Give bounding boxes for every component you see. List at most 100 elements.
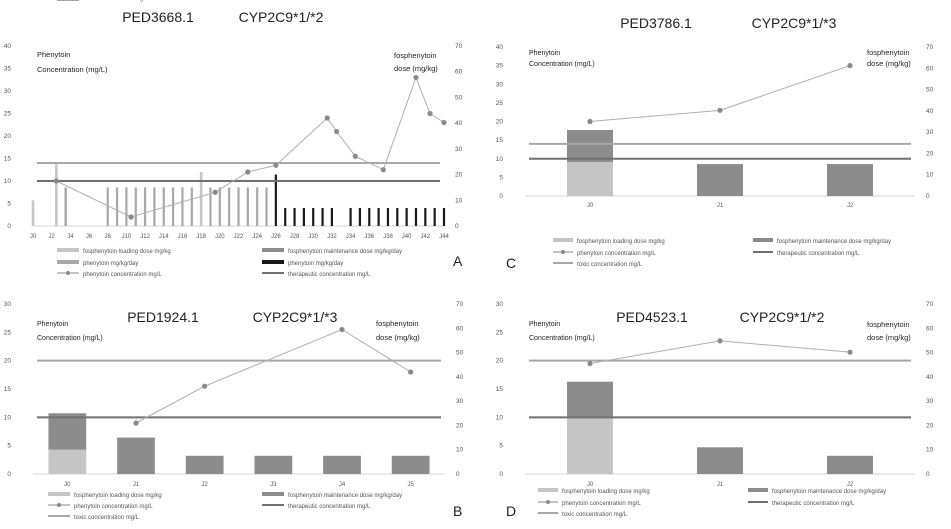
concentration-point [352, 153, 358, 159]
bar-phenytoin-dose-dark [274, 208, 277, 226]
y-tick-left: 15 [4, 156, 12, 163]
x-tick-label: J28 [290, 234, 300, 240]
panel-B: PED1924.1 CYP2C9*1/*3 0 5 10 15 20 25 30 0 10 20 30 4… [4, 301, 464, 521]
legend-label: fosphenytoin maintenance dose mg/kg/day [772, 489, 886, 495]
y-tick-left: 20 [496, 358, 504, 365]
chart-title: PED3668.1 [122, 9, 194, 25]
y-tick-right: 0 [455, 223, 459, 230]
x-tick-label: J12 [140, 234, 150, 240]
concentration-point [441, 119, 447, 126]
bar-maintenance-dose [254, 455, 293, 474]
y-tick-right: 20 [926, 150, 934, 157]
y-tick-left: 15 [496, 386, 504, 393]
x-tick-label: J14 [159, 234, 169, 240]
bar-phenytoin-dose-dark [442, 208, 446, 226]
legend-label: fosphenytoin loading dose mg/kg [577, 239, 665, 245]
y-tick-right: 0 [926, 193, 930, 200]
y-tick-left: 0 [499, 471, 503, 478]
legend-label: phenytoin concentration mg/L [577, 251, 656, 257]
legend-label: phenytoin mg/kg/day [83, 261, 138, 267]
x-tick-label: J44 [439, 234, 449, 240]
legend-label: phenytoin concentration mg/L [562, 501, 641, 507]
legend-swatch [262, 492, 284, 496]
concentration-point [717, 107, 723, 113]
legend-swatch [561, 250, 565, 254]
bar-phenytoin-dose [125, 187, 128, 226]
concentration-point [273, 162, 279, 168]
concentration-line [56, 76, 445, 218]
legend-swatch [48, 492, 70, 496]
concentration-point [427, 110, 433, 117]
bar-phenytoin-dose-dark [386, 208, 390, 226]
y-tick-right: 40 [926, 374, 934, 381]
panel-C: PED3786.1 CYP2C9*1/*3 0 5 10 15 20 25 30 35 40 0 10 2… [496, 15, 934, 271]
y-tick-right: 60 [926, 65, 934, 72]
y-tick-right: 50 [455, 94, 463, 101]
y-axis-label-right: fosphenytoin [394, 51, 437, 60]
x-tick-label: J8 [105, 234, 112, 240]
panel-letter: A [453, 253, 463, 269]
bar-phenytoin-dose-dark [321, 208, 324, 226]
concentration-point [587, 118, 593, 125]
legend-swatch [753, 238, 773, 242]
x-tick-label: J20 [215, 234, 225, 240]
y-tick-left: 30 [4, 88, 12, 95]
concentration-point [128, 214, 134, 220]
concentration-point [339, 326, 345, 333]
x-tick-label: J22 [234, 234, 244, 240]
legend-swatch [546, 500, 550, 504]
x-tick-label: J3 [270, 482, 277, 488]
x-tick-label: J0 [587, 482, 594, 488]
y-axis-label-right: dose (mg/kg) [394, 64, 438, 73]
y-tick-left: 0 [7, 471, 11, 478]
y-tick-right: 0 [926, 471, 930, 478]
bar-phenytoin-dose-dark [414, 208, 418, 226]
y-axis-label-right: dose (mg/kg) [867, 333, 911, 342]
bar-phenytoin-dose [181, 187, 184, 226]
genotype-label: CYP2C9*1/*3 [253, 309, 338, 325]
bar-phenytoin-dose-dark [396, 208, 399, 226]
x-tick-label: J6 [86, 234, 93, 240]
concentration-point [380, 167, 386, 173]
bar-phenytoin-dose-dark [368, 208, 371, 226]
x-tick-label: J1 [717, 482, 724, 488]
y-tick-left: 35 [496, 63, 504, 70]
y-tick-right: 50 [926, 350, 934, 357]
x-tick-label: J2 [201, 482, 208, 488]
y-tick-right: 30 [456, 398, 464, 405]
bar-loading-dose [55, 164, 58, 226]
bar-loading-dose [31, 200, 35, 226]
bar-maintenance-dose [185, 455, 224, 474]
y-tick-left: 30 [496, 301, 504, 308]
y-tick-right: 40 [926, 108, 934, 115]
legend-label: fosphenytoin loading dose mg/kg [74, 493, 162, 499]
y-tick-right: 0 [456, 471, 460, 478]
bar-phenytoin-dose [265, 187, 268, 226]
bar-loading-dose [567, 161, 613, 196]
y-tick-right: 10 [455, 197, 463, 204]
legend-label: toxic concentration mg/L [83, 0, 149, 2]
concentration-point [717, 338, 723, 344]
y-tick-right: 60 [455, 69, 463, 76]
y-axis-label-right: fosphenytoin [867, 48, 910, 57]
chart-title: PED4523.1 [616, 309, 688, 325]
panel-letter: C [506, 255, 516, 271]
y-tick-left: 10 [496, 414, 504, 421]
y-axis-label-left: Concentration (mg/L) [37, 65, 108, 74]
x-tick-label: J0 [587, 203, 594, 209]
y-tick-left: 5 [499, 174, 503, 181]
legend-swatch [262, 248, 284, 252]
y-axis-label-left: Concentration (mg/L) [37, 335, 103, 342]
legend-swatch [57, 260, 79, 264]
legend-label: therapeutic concentration mg/L [288, 504, 371, 510]
legend-label: therapeutic concentration mg/L [777, 251, 860, 257]
bar-phenytoin-dose-dark [358, 208, 362, 226]
panel-letter: D [506, 503, 516, 519]
bar-phenytoin-dose [237, 187, 240, 226]
y-tick-right: 40 [455, 120, 463, 127]
bar-maintenance-dose [117, 437, 155, 474]
concentration-line [135, 328, 411, 424]
x-tick-label: J26 [271, 234, 281, 240]
bar-loading-dose [199, 172, 203, 226]
concentration-line [589, 65, 851, 122]
